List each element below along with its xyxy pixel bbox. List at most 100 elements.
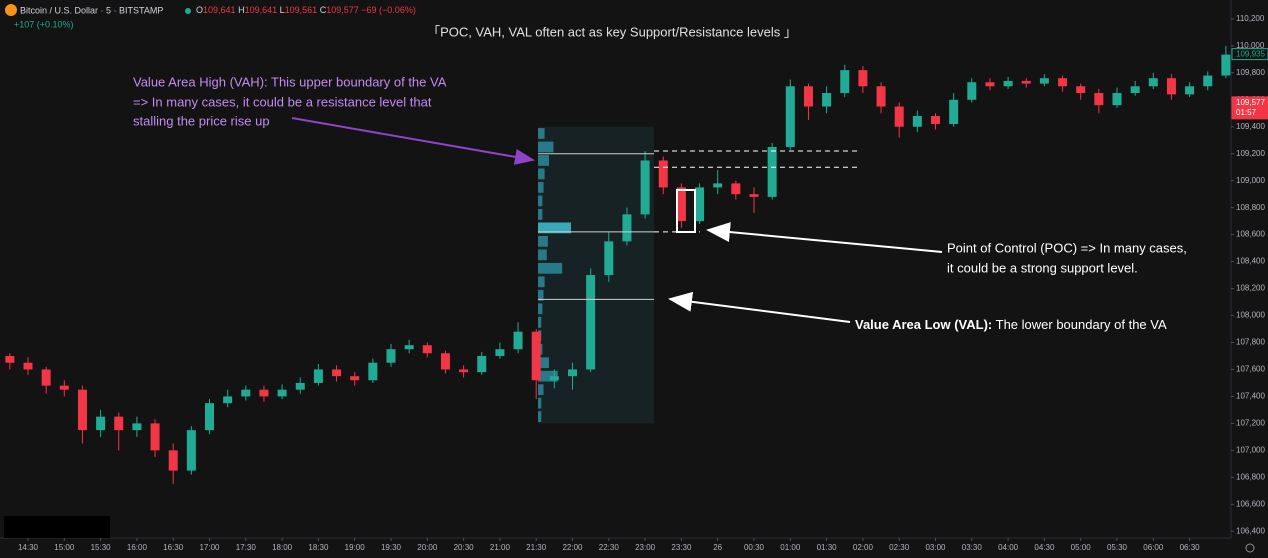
y-tick-label: 110,200	[1236, 14, 1265, 23]
candle-body	[876, 86, 886, 107]
x-tick-label: 03:00	[925, 543, 946, 552]
profile-bar	[538, 289, 544, 301]
candle-body	[713, 183, 723, 188]
candle-body	[168, 450, 178, 471]
x-tick-label: 21:30	[526, 543, 547, 552]
candle-body	[894, 106, 904, 127]
vah-note: stalling the price rise up	[133, 113, 270, 128]
candle-body	[658, 160, 668, 188]
profile-bar	[538, 276, 545, 288]
profile-layer	[538, 126, 654, 424]
y-tick-label: 107,600	[1236, 365, 1265, 374]
ohlc-value: 109,561	[285, 5, 318, 15]
ohlc-key: L	[280, 5, 285, 15]
profile-bar	[538, 208, 543, 220]
candle-body	[622, 214, 632, 242]
poc-arrow	[706, 222, 943, 253]
ohlc-key: C	[320, 5, 327, 15]
x-tick-label: 26	[713, 543, 722, 552]
x-tick-label: 05:00	[1071, 543, 1092, 552]
y-tick-label: 108,400	[1236, 257, 1265, 266]
status-dot	[185, 8, 191, 14]
vah-arrow	[291, 117, 535, 165]
profile-bar	[538, 303, 543, 315]
candle-body	[912, 115, 922, 127]
x-tick-label: 23:00	[635, 543, 656, 552]
candle-body	[241, 389, 251, 397]
candle-body	[41, 369, 51, 386]
candle-body	[1058, 78, 1068, 87]
profile-bar	[538, 357, 549, 369]
profile-bar	[538, 182, 544, 193]
profile-bar	[538, 195, 543, 207]
poc-note: it could be a strong support level.	[947, 260, 1138, 275]
y-tick-label: 107,800	[1236, 338, 1265, 347]
x-tick-label: 03:30	[962, 543, 983, 552]
y-tick-label: 108,600	[1236, 230, 1265, 239]
candle-body	[1130, 86, 1140, 94]
x-tick-label: 17:30	[236, 543, 257, 552]
x-tick-label: 22:30	[599, 543, 620, 552]
candle-body	[77, 389, 87, 431]
val-note: Value Area Low (VAL): The lower boundary…	[855, 317, 1167, 332]
x-tick-label: 20:00	[417, 543, 438, 552]
price-tag-label: 109,935	[1236, 50, 1265, 59]
candle-body	[23, 362, 33, 370]
candle-body	[549, 376, 559, 381]
x-tick-label: 02:30	[889, 543, 910, 552]
x-tick-label: 16:30	[163, 543, 184, 552]
x-tick-label: 01:30	[817, 543, 838, 552]
candle-body	[59, 385, 69, 390]
candle-body	[985, 82, 995, 87]
candle-body	[96, 416, 106, 431]
candle-body	[150, 423, 160, 451]
x-tick-label: 20:30	[454, 543, 475, 552]
change-2: +107 (+0.10%)	[14, 19, 74, 29]
candle-body	[404, 345, 414, 350]
val-note-text: The lower boundary of the VA	[992, 317, 1167, 332]
y-tick-label: 107,200	[1236, 418, 1265, 427]
x-tick-label: 19:30	[381, 543, 402, 552]
ohlc-value: 109,641	[203, 5, 236, 15]
overlay-block	[4, 516, 110, 538]
candle-body	[1076, 86, 1086, 94]
candle-body	[767, 146, 777, 197]
candle-body	[1094, 93, 1104, 106]
profile-bar	[538, 222, 571, 234]
profile-bar	[538, 316, 542, 328]
candle-body	[640, 160, 650, 215]
y-tick-label: 108,800	[1236, 203, 1265, 212]
candle-body	[459, 369, 469, 373]
highlight-box	[676, 189, 696, 233]
candle-body	[186, 430, 196, 471]
profile-bar	[538, 128, 545, 139]
x-tick-label: 00:30	[744, 543, 765, 552]
y-tick-label: 106,800	[1236, 472, 1265, 481]
y-tick-label: 110,000	[1236, 41, 1265, 50]
candle-body	[1203, 75, 1213, 87]
candle-body	[586, 275, 596, 370]
candle-body	[1003, 80, 1013, 87]
settings-icon[interactable]	[1245, 543, 1255, 553]
y-tick-label: 106,600	[1236, 499, 1265, 508]
poc-note: Point of Control (POC) => In many cases,	[947, 240, 1187, 255]
chart-title: 「POC, VAH, VAL often act as key Support/…	[427, 24, 797, 39]
x-tick-label: 04:00	[998, 543, 1019, 552]
candle-body	[822, 93, 832, 107]
y-tick-label: 107,400	[1236, 392, 1265, 401]
val-note-bold: Value Area Low (VAL):	[855, 317, 992, 332]
x-tick-label: 15:30	[91, 543, 112, 552]
candle-body	[731, 183, 741, 195]
y-tick-label: 106,400	[1236, 526, 1265, 535]
candle-body	[604, 241, 614, 276]
candle-body	[531, 331, 541, 381]
candle-body	[803, 86, 813, 107]
candles-layer	[5, 45, 1231, 485]
candle-body	[277, 389, 287, 397]
x-tick-label: 18:00	[272, 543, 293, 552]
candle-body	[695, 187, 705, 222]
y-tick-label: 109,800	[1236, 68, 1265, 77]
candle-body	[295, 382, 305, 390]
